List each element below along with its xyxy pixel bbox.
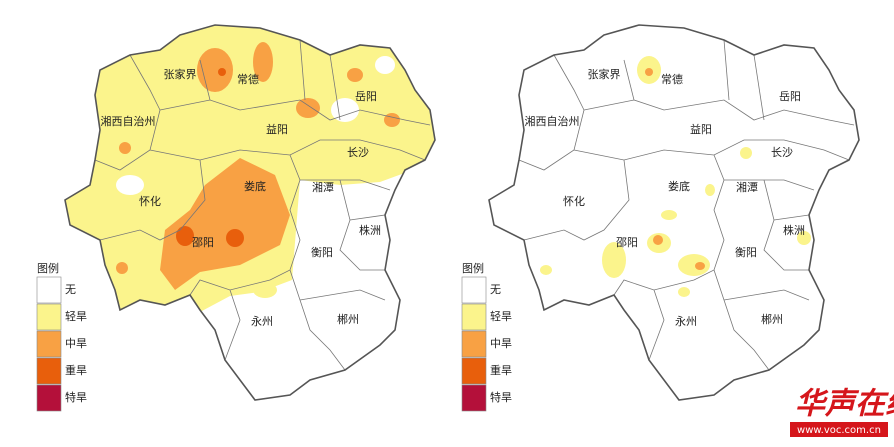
- watermark-title: 华声在线: [795, 387, 894, 422]
- legend-label: 轻旱: [490, 309, 512, 323]
- city-label: 张家界: [588, 67, 621, 81]
- legend-swatch: [36, 384, 62, 412]
- city-label: 株洲: [783, 223, 805, 237]
- watermark-url: www.voc.com.cn: [797, 425, 881, 436]
- legend-swatch: [461, 330, 487, 358]
- city-label: 邵阳: [616, 236, 638, 249]
- city-label: 郴州: [761, 312, 783, 326]
- city-label: 湘西自治州: [101, 114, 156, 128]
- city-label: 衡阳: [311, 246, 333, 259]
- city-label: 娄底: [668, 179, 690, 193]
- legend-swatch: [36, 357, 62, 385]
- legend-swatch: [461, 276, 487, 304]
- legend-label: 中旱: [490, 337, 512, 350]
- legend-swatch: [36, 276, 62, 304]
- legend-label: 特旱: [65, 390, 87, 404]
- legend-swatch: [461, 357, 487, 385]
- legend-label: 轻旱: [65, 309, 87, 323]
- city-label: 益阳: [266, 122, 288, 136]
- city-label: 岳阳: [355, 90, 377, 103]
- city-label: 邵阳: [192, 236, 214, 249]
- legend-title: 图例: [37, 261, 59, 275]
- legend-label: 特旱: [490, 390, 512, 404]
- city-label: 长沙: [771, 146, 793, 159]
- city-label: 岳阳: [779, 90, 801, 103]
- city-label: 张家界: [164, 67, 197, 81]
- city-label: 湘潭: [312, 180, 334, 194]
- legend-swatch: [36, 330, 62, 358]
- legend-swatch: [36, 303, 62, 331]
- city-label: 常德: [661, 72, 683, 86]
- city-label: 娄底: [244, 179, 266, 193]
- city-label: 衡阳: [735, 246, 757, 259]
- city-label: 怀化: [139, 194, 161, 208]
- city-label: 湘潭: [736, 180, 758, 194]
- watermark-bar: [790, 422, 888, 437]
- city-label: 郴州: [337, 312, 359, 326]
- city-label: 益阳: [690, 122, 712, 136]
- city-label: 常德: [237, 72, 259, 86]
- legend-label: 重旱: [65, 363, 87, 377]
- city-label: 怀化: [563, 194, 585, 208]
- city-label: 永州: [675, 314, 697, 328]
- legend-label: 无: [65, 283, 76, 296]
- legend-title: 图例: [462, 261, 484, 275]
- legend-swatch: [461, 384, 487, 412]
- city-label: 湘西自治州: [525, 114, 580, 128]
- legend-label: 重旱: [490, 363, 512, 377]
- legend-label: 无: [490, 283, 501, 296]
- city-label: 长沙: [347, 146, 369, 159]
- city-label: 永州: [251, 314, 273, 328]
- legend-swatch: [461, 303, 487, 331]
- legend-label: 中旱: [65, 337, 87, 350]
- city-label: 株洲: [359, 223, 381, 237]
